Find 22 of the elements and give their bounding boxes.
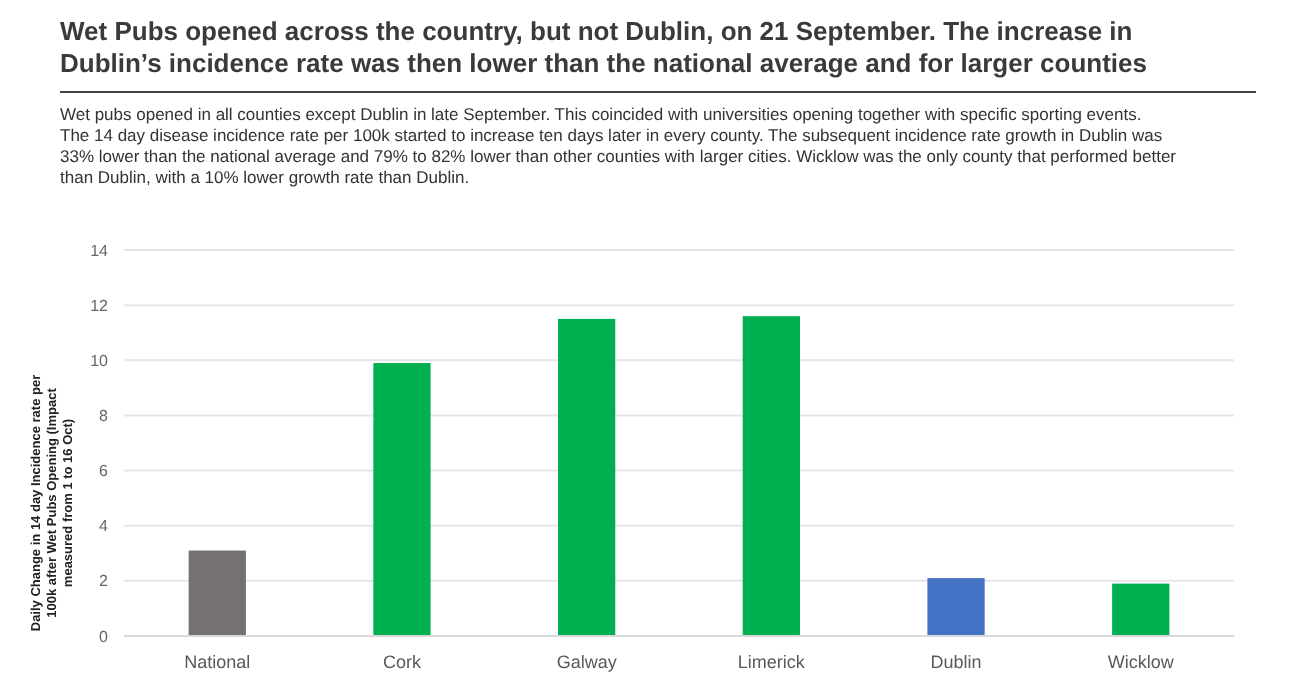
- y-tick-label: 8: [99, 407, 110, 426]
- bar: [188, 550, 246, 636]
- x-tick-label: Dublin: [930, 652, 982, 672]
- bar: [742, 316, 800, 636]
- y-tick-label: 6: [99, 462, 110, 481]
- x-tick-label: National: [184, 652, 251, 672]
- chart-title: Wet Pubs opened across the country, but not Dublin, on 21 September. The increase in Dublin’s incidence rate was then lower than the national average and for larger counties: [60, 16, 1147, 78]
- x-tick-label: Galway: [556, 652, 618, 672]
- chart-subtitle: Wet pubs opened in all counties except Dublin in late September. This coincided with universities opening together with specific sporting events. The 14 day disease incidence rate per 100k started to increase ten days later in every county. The subsequent incidence rate growth in Dublin was 33% lower than the national average and 79% to 82% lower than other counties with larger cities. Wicklow was the only county that performed better than Dublin, with a 10% lower growth rate than Dublin.: [60, 104, 1177, 187]
- bar: [1112, 583, 1170, 636]
- x-tick-label: Cork: [382, 652, 422, 672]
- y-tick-label: 0: [99, 627, 110, 646]
- x-tick-label: Limerick: [737, 652, 806, 672]
- y-tick-label: 4: [99, 517, 110, 536]
- y-tick-label: 14: [90, 241, 110, 260]
- bar: [927, 578, 985, 636]
- bar: [373, 363, 431, 636]
- x-tick-label: Wicklow: [1107, 652, 1175, 672]
- y-tick-label: 2: [99, 572, 110, 591]
- y-tick-label: 10: [90, 351, 110, 370]
- y-tick-label: 12: [90, 296, 110, 315]
- bar: [558, 318, 616, 636]
